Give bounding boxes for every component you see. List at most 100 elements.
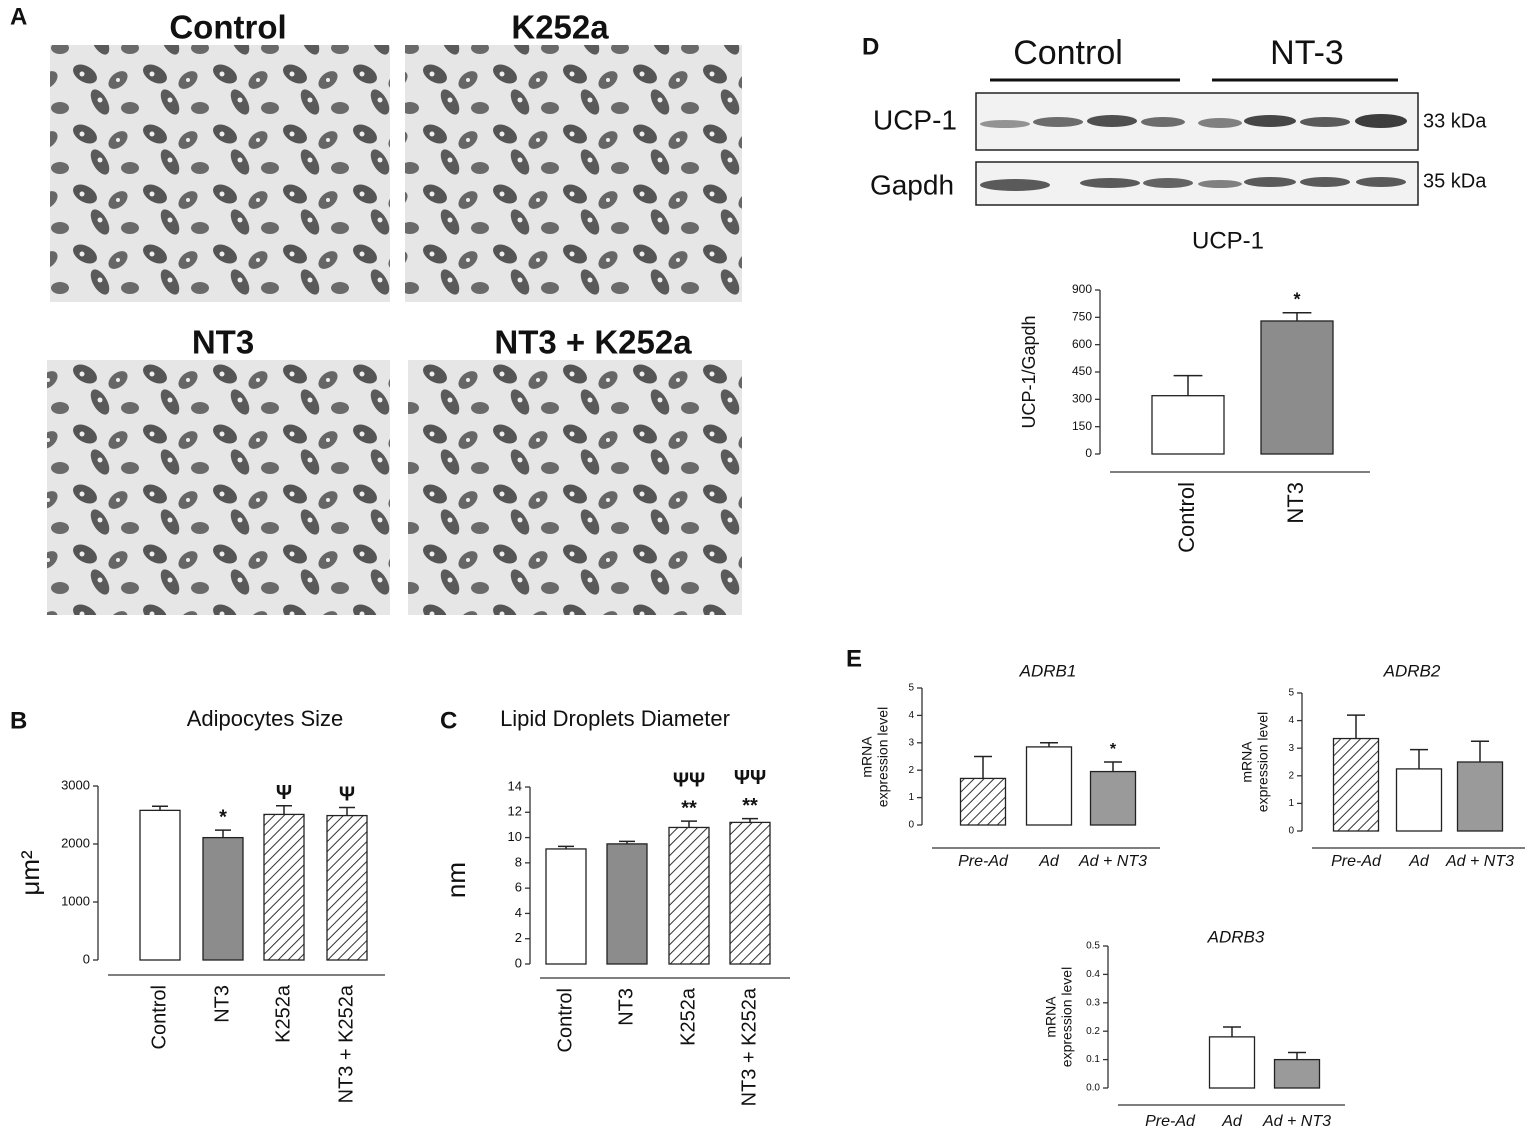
error-bar xyxy=(1347,714,1365,739)
y-tick-label: 2 xyxy=(1288,770,1294,781)
y-axis-label: nm xyxy=(441,862,471,898)
y-tick-label: 4 xyxy=(515,905,522,920)
error-bar xyxy=(1223,1026,1241,1037)
panel-label: A xyxy=(10,3,27,30)
y-tick-label: 3 xyxy=(908,737,914,748)
bar xyxy=(1151,395,1225,455)
x-tick-label: NT3 xyxy=(1283,482,1308,524)
error-bar xyxy=(1288,1051,1306,1060)
error-bar xyxy=(1104,761,1122,772)
blot-group: NT-3 xyxy=(1270,34,1344,72)
blot-row-label: Gapdh xyxy=(870,169,954,200)
chart-title: UCP-1 xyxy=(1192,227,1264,254)
blot-bands xyxy=(980,114,1407,191)
significance: ΨΨ xyxy=(734,767,766,789)
y-axis-label: expression level xyxy=(1059,967,1075,1067)
x-tick-label: Ad xyxy=(1408,853,1430,870)
bar xyxy=(545,848,587,965)
bar xyxy=(326,814,368,961)
y-axis-label: mRNA xyxy=(1043,996,1059,1038)
error-bar xyxy=(1282,312,1312,321)
x-tick-label: Control xyxy=(554,988,576,1052)
y-tick-label: 0 xyxy=(1288,826,1294,837)
y-axis-label: expression level xyxy=(1255,712,1271,812)
chart-title: ADRB2 xyxy=(1383,661,1441,680)
blot-group: Control xyxy=(1013,34,1123,72)
significance: * xyxy=(219,806,227,828)
micrograph xyxy=(408,360,742,615)
y-tick-label: 0.2 xyxy=(1086,1026,1100,1037)
error-bar xyxy=(152,805,168,811)
y-axis-label: UCP-1/Gapdh xyxy=(1019,315,1039,428)
significance: * xyxy=(1110,741,1117,758)
panel-label: C xyxy=(440,707,457,734)
error-bar xyxy=(1410,748,1428,769)
y-tick-label: 0.3 xyxy=(1086,997,1100,1008)
y-tick-label: 8 xyxy=(515,854,522,869)
bar xyxy=(729,821,771,965)
y-tick-label: 5 xyxy=(1288,688,1294,699)
y-tick-label: 0 xyxy=(515,955,522,970)
y-tick-label: 1 xyxy=(1288,798,1294,809)
panel-label: E xyxy=(846,645,862,672)
x-tick-label: Control xyxy=(148,985,170,1049)
panel-label: B xyxy=(10,707,27,734)
y-tick-label: 0.1 xyxy=(1086,1054,1100,1065)
y-tick-label: 0.0 xyxy=(1086,1083,1100,1094)
x-tick-label: K252a xyxy=(272,984,294,1043)
x-tick-label: NT3 xyxy=(615,988,637,1026)
y-tick-label: 0.5 xyxy=(1086,941,1100,952)
y-tick-label: 3 xyxy=(1288,743,1294,754)
y-tick-label: 150 xyxy=(1072,419,1092,433)
bar xyxy=(959,777,1007,826)
error-bar xyxy=(681,820,697,828)
y-tick-label: 600 xyxy=(1072,337,1092,351)
x-tick-label: NT3 xyxy=(211,985,233,1023)
y-tick-label: 0 xyxy=(83,951,90,966)
bar xyxy=(263,813,305,961)
error-bar xyxy=(742,817,758,823)
error-bar xyxy=(276,804,292,815)
significance: Ψ xyxy=(276,782,292,804)
significance: ** xyxy=(681,797,697,819)
x-tick-label: Pre-Ad xyxy=(958,853,1009,870)
bar xyxy=(1332,737,1380,832)
y-axis-label: mRNA xyxy=(1239,741,1255,783)
x-tick-label: NT3 + K252a xyxy=(738,987,760,1106)
bar xyxy=(1089,770,1137,826)
y-tick-label: 2000 xyxy=(61,835,90,850)
y-tick-label: 12 xyxy=(508,804,522,819)
micrograph xyxy=(405,45,742,302)
y-tick-label: 2 xyxy=(515,930,522,945)
x-tick-label: Ad xyxy=(1221,1113,1243,1130)
micrograph-title: NT3 + K252a xyxy=(494,324,692,361)
error-bar xyxy=(339,806,355,816)
bar xyxy=(1395,768,1443,832)
significance: ΨΨ xyxy=(673,769,705,791)
y-tick-label: 6 xyxy=(515,880,522,895)
bar xyxy=(1456,761,1504,832)
x-tick-label: Ad + NT3 xyxy=(1262,1113,1331,1130)
x-tick-label: Ad xyxy=(1038,853,1060,870)
error-bar xyxy=(215,829,231,838)
bar xyxy=(1025,746,1073,826)
x-tick-label: Control xyxy=(1174,482,1199,553)
significance: * xyxy=(1293,290,1300,310)
x-tick-label: NT3 + K252a xyxy=(335,984,357,1103)
bar xyxy=(1273,1058,1321,1089)
micrograph xyxy=(47,360,390,615)
error-bar xyxy=(619,840,635,844)
y-tick-label: 14 xyxy=(508,778,522,793)
bar xyxy=(1260,320,1334,455)
y-tick-label: 750 xyxy=(1072,310,1092,324)
y-tick-label: 3000 xyxy=(61,777,90,792)
y-tick-label: 0.4 xyxy=(1086,969,1100,980)
y-tick-label: 450 xyxy=(1072,364,1092,378)
y-tick-label: 300 xyxy=(1072,392,1092,406)
y-tick-label: 0 xyxy=(908,820,914,831)
y-tick-label: 1000 xyxy=(61,893,90,908)
blot-size: 33 kDa xyxy=(1423,110,1487,132)
y-tick-label: 2 xyxy=(908,765,914,776)
y-tick-label: 4 xyxy=(1288,715,1294,726)
bar xyxy=(202,836,244,961)
